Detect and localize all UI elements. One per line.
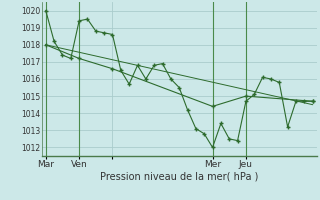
X-axis label: Pression niveau de la mer( hPa ): Pression niveau de la mer( hPa ) [100, 172, 258, 182]
